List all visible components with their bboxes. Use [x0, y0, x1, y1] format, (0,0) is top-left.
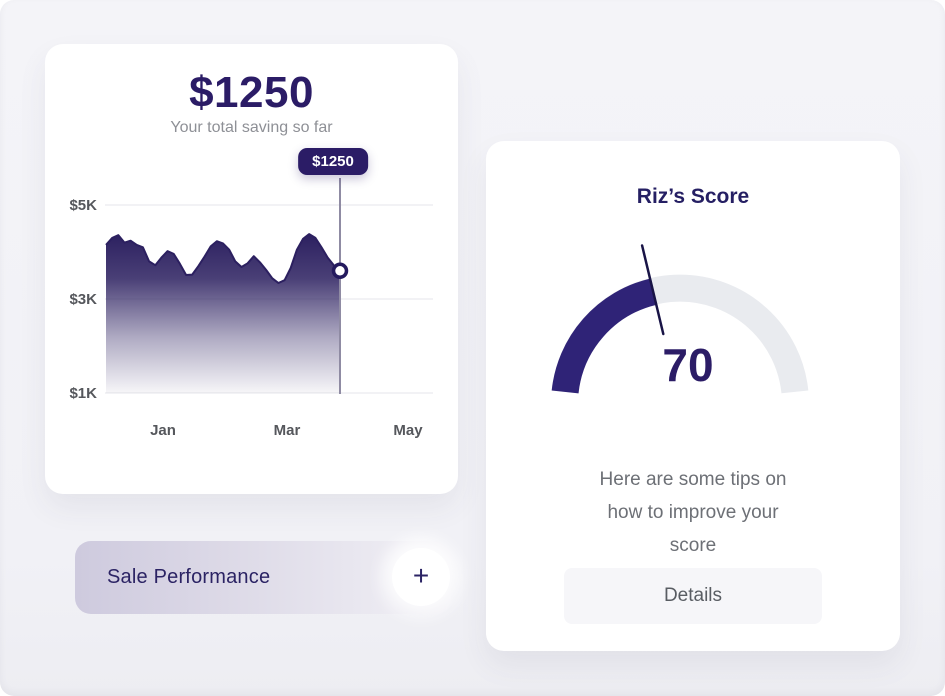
score-card: Riz’s Score 70 Here are some tips on how…: [486, 141, 900, 651]
x-tick-may: May: [393, 422, 423, 439]
y-tick-5k: $5K: [69, 197, 97, 214]
gauge-needle: [640, 244, 665, 336]
cursor-marker[interactable]: [331, 262, 349, 280]
area-fill: [106, 234, 340, 393]
details-button[interactable]: Details: [564, 568, 822, 624]
gauge-value-arc: [551, 278, 657, 394]
score-title: Riz’s Score: [636, 185, 750, 208]
sale-performance-label: Sale Performance: [107, 566, 271, 588]
plus-icon: +: [412, 560, 430, 591]
y-tick-3k: $3K: [69, 291, 97, 308]
score-gauge: [551, 244, 809, 394]
savings-subtitle: Your total saving so far: [170, 119, 333, 136]
savings-card: $1250 Your total saving so far $5K $3K $: [45, 44, 458, 494]
chart-y-axis-labels: $5K $3K $1K: [69, 197, 97, 402]
sale-performance-bar[interactable]: Sale Performance +: [75, 541, 451, 614]
details-label: Details: [663, 585, 723, 606]
x-tick-mar: Mar: [274, 422, 301, 439]
x-tick-jan: Jan: [150, 422, 176, 439]
savings-area-chart[interactable]: $5K $3K $1K Jan Mar May: [45, 44, 458, 494]
area-line: [105, 233, 341, 284]
add-button[interactable]: +: [392, 548, 450, 606]
chart-x-axis-labels: Jan Mar May: [150, 422, 423, 439]
score-tips-text: Here are some tips on how to improve you…: [599, 469, 787, 556]
score-value: 70: [662, 339, 714, 391]
y-tick-1k: $1K: [69, 385, 97, 402]
chart-tooltip-label: $1250: [312, 153, 354, 170]
total-savings-amount: $1250: [189, 68, 314, 117]
chart-tooltip: $1250: [298, 148, 368, 175]
